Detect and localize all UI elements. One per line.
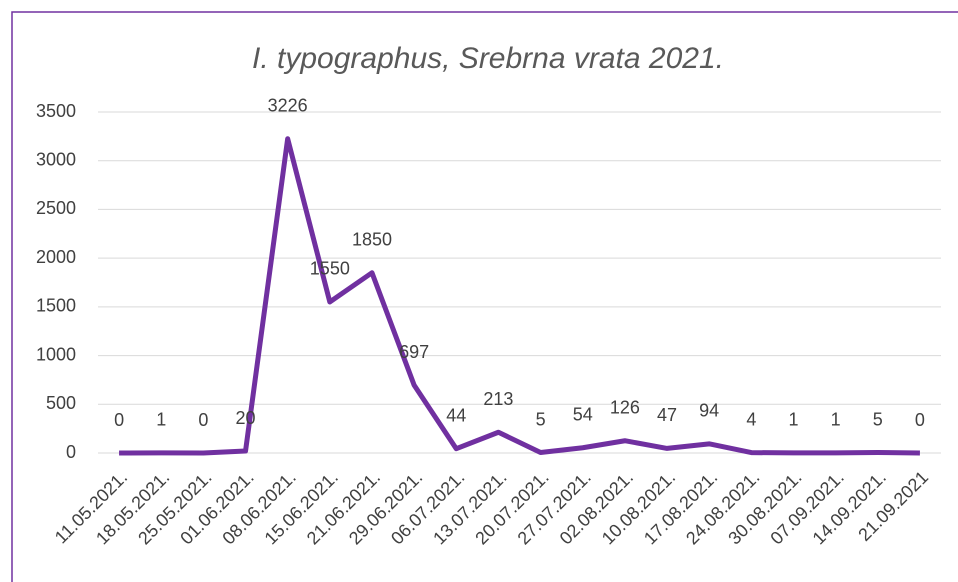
data-label: 4 xyxy=(746,409,756,429)
data-label: 5 xyxy=(536,409,546,429)
data-label: 1 xyxy=(788,410,798,430)
y-tick-label: 0 xyxy=(66,442,76,462)
data-label: 20 xyxy=(236,408,256,428)
data-label: 0 xyxy=(915,410,925,430)
data-label: 5 xyxy=(873,409,883,429)
data-label: 1 xyxy=(831,410,841,430)
data-label: 1550 xyxy=(310,259,350,279)
data-label: 1850 xyxy=(352,230,392,250)
data-label: 0 xyxy=(198,410,208,430)
y-tick-label: 2500 xyxy=(36,198,76,218)
y-tick-label: 2000 xyxy=(36,247,76,267)
y-tick-label: 1500 xyxy=(36,296,76,316)
data-label: 54 xyxy=(573,404,593,424)
line xyxy=(119,136,920,456)
chart-frame xyxy=(11,11,958,582)
y-tick-label: 3000 xyxy=(36,149,76,169)
data-label: 3226 xyxy=(268,95,308,115)
data-label: 213 xyxy=(483,389,513,409)
y-tick-label: 1000 xyxy=(36,344,76,364)
data-label: 697 xyxy=(399,342,429,362)
data-label: 1 xyxy=(156,410,166,430)
data-label: 0 xyxy=(114,410,124,430)
data-label: 47 xyxy=(657,405,677,425)
y-tick-label: 3500 xyxy=(36,101,76,121)
data-label: 44 xyxy=(446,405,466,425)
data-label: 126 xyxy=(610,397,640,417)
data-label: 94 xyxy=(699,401,719,421)
chart-title: I. typographus, Srebrna vrata 2021. xyxy=(252,42,724,75)
y-tick-label: 500 xyxy=(46,393,76,413)
